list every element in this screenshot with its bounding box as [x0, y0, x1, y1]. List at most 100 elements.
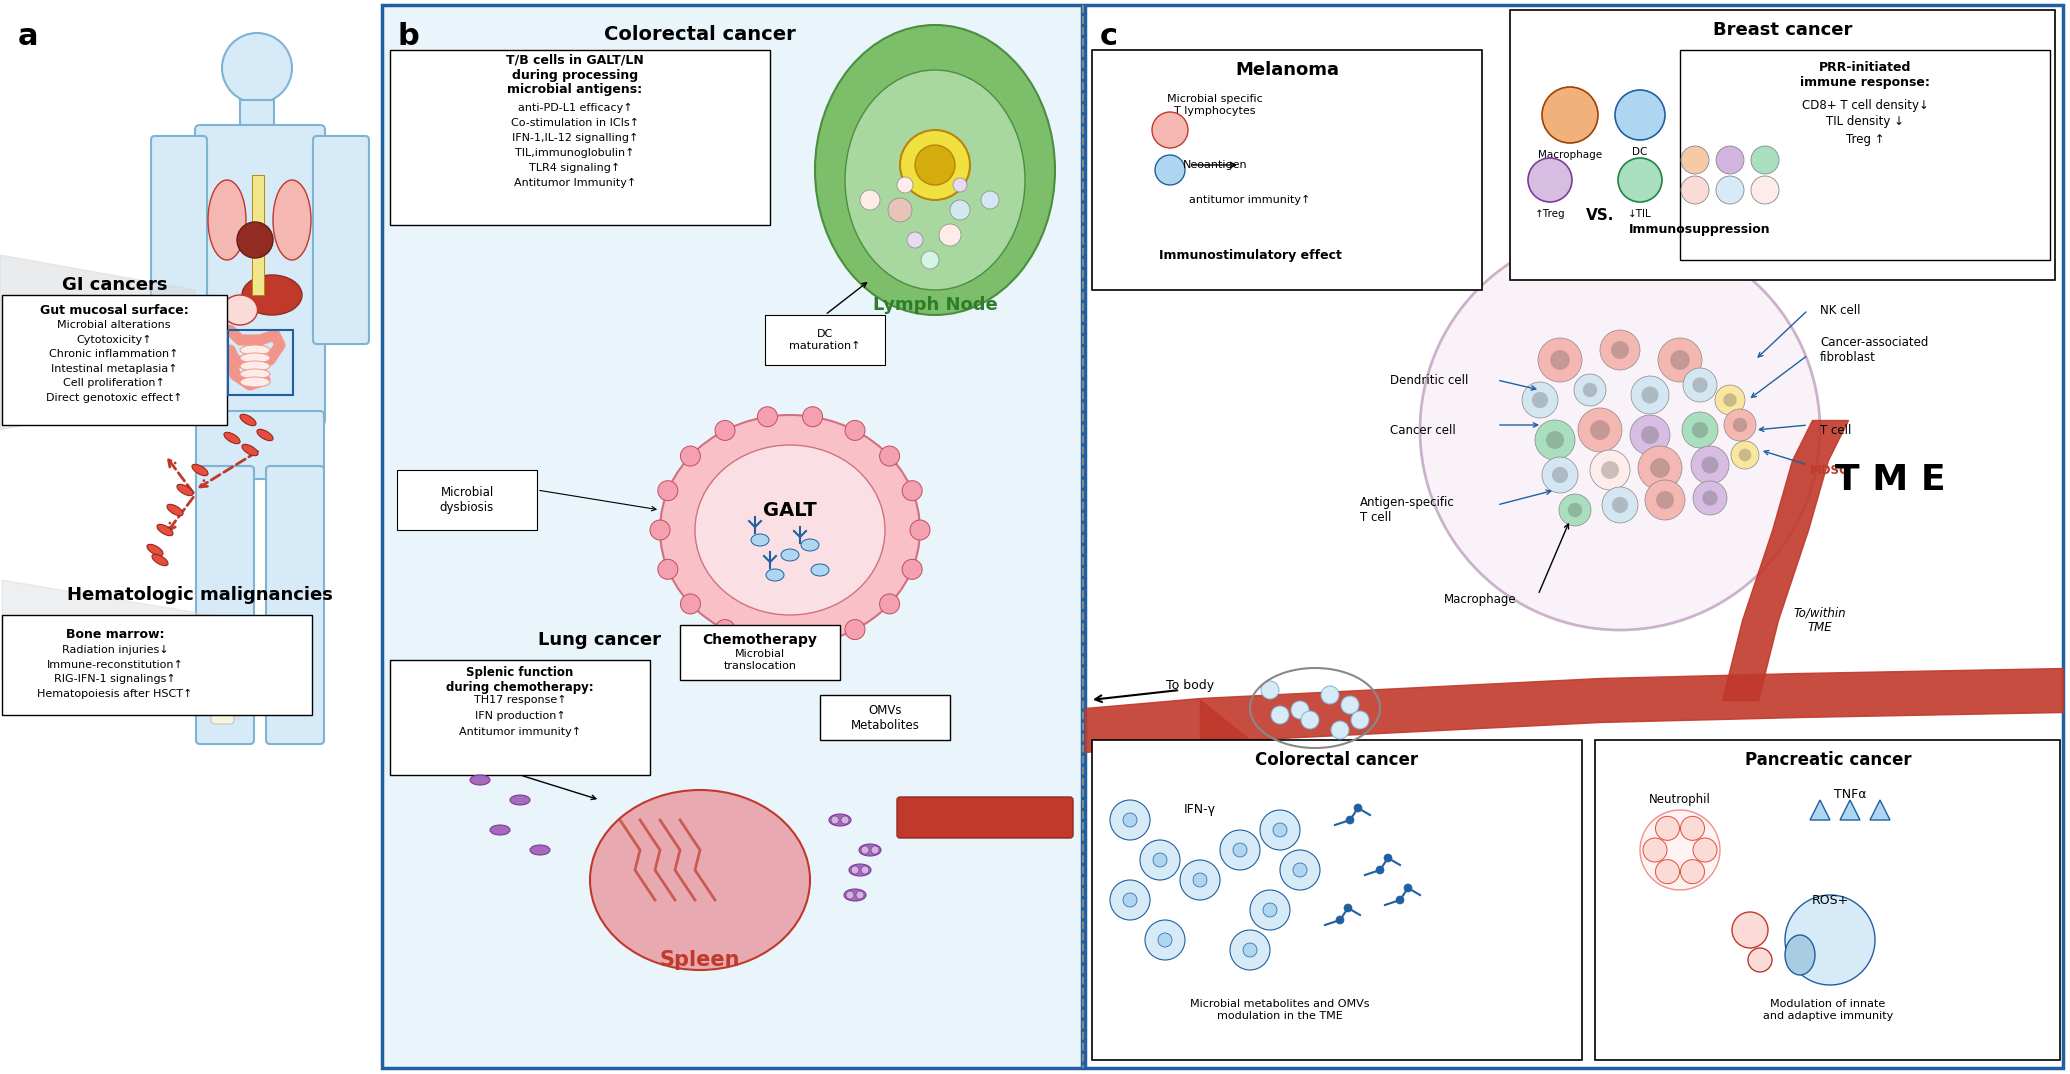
Text: To/within
TME: To/within TME	[1795, 606, 1846, 634]
Ellipse shape	[224, 433, 240, 444]
Circle shape	[1658, 338, 1702, 382]
Circle shape	[1385, 854, 1391, 862]
Circle shape	[1302, 711, 1319, 729]
Text: T M E: T M E	[1834, 463, 1946, 497]
Ellipse shape	[176, 484, 193, 496]
Text: GALT: GALT	[764, 500, 818, 520]
Text: anti-PD-L1 efficacy↑: anti-PD-L1 efficacy↑	[518, 103, 631, 113]
Circle shape	[1552, 467, 1569, 483]
Text: Intestinal metaplasia↑: Intestinal metaplasia↑	[50, 363, 178, 374]
Text: PRR-initiated
immune response:: PRR-initiated immune response:	[1801, 61, 1929, 89]
Text: Immunostimulatory effect: Immunostimulatory effect	[1159, 248, 1341, 261]
Circle shape	[903, 481, 921, 500]
Circle shape	[1573, 374, 1606, 406]
Circle shape	[1153, 853, 1167, 867]
Circle shape	[1192, 873, 1207, 887]
Polygon shape	[1840, 800, 1861, 821]
Text: ↑Treg: ↑Treg	[1534, 209, 1565, 219]
Ellipse shape	[273, 180, 310, 260]
Ellipse shape	[168, 505, 182, 516]
Text: Lung cancer: Lung cancer	[538, 632, 662, 649]
Circle shape	[1250, 890, 1290, 930]
Text: Co-stimulation in ICIs↑: Co-stimulation in ICIs↑	[511, 118, 640, 128]
Circle shape	[1145, 920, 1184, 960]
Circle shape	[1722, 393, 1737, 407]
Text: Microbial alterations: Microbial alterations	[58, 320, 170, 330]
Polygon shape	[1809, 800, 1830, 821]
Circle shape	[1395, 896, 1403, 904]
Circle shape	[1731, 441, 1760, 469]
Text: To body: To body	[1165, 679, 1215, 692]
Circle shape	[1590, 420, 1610, 440]
Text: Cancer cell: Cancer cell	[1389, 423, 1455, 436]
Circle shape	[1542, 458, 1577, 493]
Ellipse shape	[811, 564, 828, 576]
Ellipse shape	[816, 25, 1056, 315]
Circle shape	[1153, 112, 1188, 148]
Circle shape	[1261, 681, 1279, 699]
Text: Colorectal cancer: Colorectal cancer	[604, 26, 795, 44]
Circle shape	[1219, 830, 1261, 870]
Circle shape	[1343, 904, 1352, 912]
Circle shape	[1650, 459, 1670, 478]
Circle shape	[1784, 895, 1875, 985]
Circle shape	[1331, 721, 1350, 739]
Circle shape	[1600, 461, 1619, 479]
Text: Direct genotoxic effect↑: Direct genotoxic effect↑	[46, 392, 182, 403]
Ellipse shape	[240, 415, 257, 425]
Circle shape	[1263, 903, 1277, 917]
Text: Gut mucosal surface:: Gut mucosal surface:	[39, 304, 188, 317]
Circle shape	[1403, 884, 1412, 892]
Ellipse shape	[751, 534, 768, 546]
Text: Microbial
dysbiosis: Microbial dysbiosis	[439, 487, 495, 514]
Circle shape	[1683, 368, 1716, 402]
Circle shape	[1639, 810, 1720, 890]
Circle shape	[940, 224, 960, 246]
Circle shape	[1733, 912, 1768, 948]
Ellipse shape	[470, 775, 491, 785]
Circle shape	[803, 634, 822, 653]
Circle shape	[1600, 330, 1639, 371]
FancyBboxPatch shape	[1596, 740, 2060, 1060]
Text: ↓TIL: ↓TIL	[1629, 209, 1652, 219]
Text: VS.: VS.	[1586, 207, 1615, 222]
Circle shape	[1420, 230, 1820, 630]
Circle shape	[221, 33, 292, 103]
Circle shape	[911, 520, 929, 540]
Text: Macrophage: Macrophage	[1538, 150, 1602, 160]
FancyBboxPatch shape	[1509, 10, 2056, 280]
Circle shape	[1751, 176, 1778, 204]
Circle shape	[1584, 382, 1598, 397]
Ellipse shape	[157, 524, 174, 536]
Circle shape	[859, 190, 880, 211]
Circle shape	[1716, 176, 1745, 204]
Circle shape	[1751, 146, 1778, 174]
FancyBboxPatch shape	[197, 411, 325, 479]
Ellipse shape	[590, 790, 809, 970]
Circle shape	[871, 846, 880, 854]
Circle shape	[1536, 420, 1575, 460]
Circle shape	[714, 620, 735, 640]
Text: ROS+: ROS+	[1811, 894, 1849, 906]
Text: DC: DC	[1633, 147, 1648, 157]
Ellipse shape	[147, 545, 164, 555]
Text: Dendritic cell: Dendritic cell	[1389, 374, 1468, 387]
Circle shape	[236, 222, 273, 258]
Circle shape	[1631, 376, 1668, 413]
Circle shape	[1538, 338, 1581, 382]
Circle shape	[1683, 412, 1718, 448]
Circle shape	[840, 816, 849, 824]
Circle shape	[1230, 930, 1271, 970]
Text: Treg ↑: Treg ↑	[1846, 132, 1884, 145]
Bar	[253, 175, 265, 295]
FancyBboxPatch shape	[1681, 50, 2049, 260]
Circle shape	[896, 177, 913, 193]
Circle shape	[1693, 481, 1726, 516]
Ellipse shape	[207, 180, 246, 260]
FancyBboxPatch shape	[2, 295, 228, 425]
Ellipse shape	[151, 554, 168, 566]
Text: Antigen-specific
T cell: Antigen-specific T cell	[1360, 496, 1455, 524]
Text: Radiation injuries↓: Radiation injuries↓	[62, 645, 168, 655]
Circle shape	[1739, 449, 1751, 462]
Ellipse shape	[491, 825, 509, 834]
